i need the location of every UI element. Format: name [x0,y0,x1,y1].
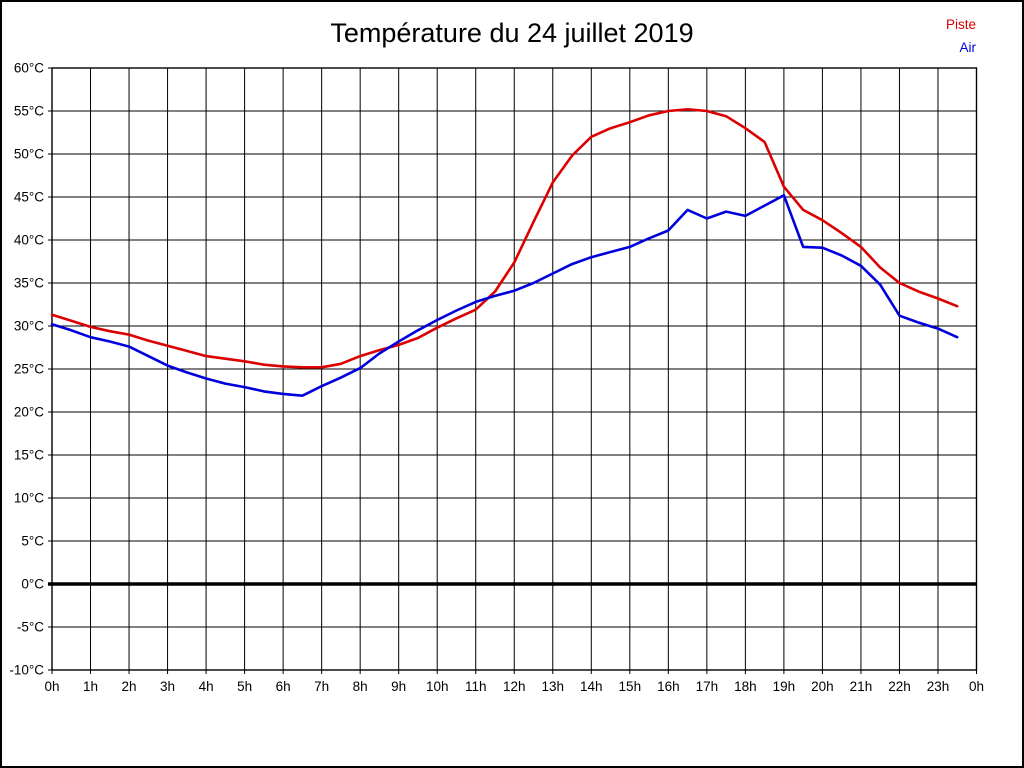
x-tick-label: 0h [969,679,984,694]
x-tick-label: 0h [44,679,59,694]
x-tick-label: 4h [199,679,214,694]
series-line-air [50,194,959,398]
y-tick-label: 5°C [21,534,44,549]
plot-frame [51,67,978,671]
x-tick-label: 17h [696,679,719,694]
x-tick-label: 16h [657,679,680,694]
y-tick-label: 20°C [14,405,44,420]
x-tick-label: 8h [353,679,368,694]
x-tick-label: 3h [160,679,175,694]
x-tick-label: 12h [503,679,526,694]
x-tick-label: 5h [237,679,252,694]
x-tick-label: 1h [83,679,98,694]
legend-item-piste: Piste [945,17,976,32]
x-tick-label: 9h [391,679,406,694]
legend: Piste Air [946,13,976,59]
x-tick-label: 15h [619,679,642,694]
y-tick-label: 30°C [14,319,44,334]
y-tick-label: 55°C [14,104,44,119]
x-tick-label: 18h [734,679,757,694]
series-line-piste [50,108,959,369]
x-tick-label: 7h [314,679,329,694]
x-tick-label: 22h [888,679,911,694]
y-tick-label: 35°C [14,276,44,291]
x-tick-label: 2h [122,679,137,694]
y-tick-label: 10°C [14,491,44,506]
x-tick-label: 13h [542,679,565,694]
x-tick-label: 20h [811,679,834,694]
y-tick-label: 25°C [14,362,44,377]
legend-item-air: Air [959,40,977,55]
y-tick-label: 40°C [14,233,44,248]
x-tick-label: 23h [927,679,950,694]
x-tick-label: 19h [773,679,796,694]
y-tick-label: 60°C [14,61,44,76]
y-tick-label: -10°C [9,663,44,678]
x-tick-label: 11h [465,679,487,694]
y-tick-label: -5°C [17,620,44,635]
x-tick-label: 10h [426,679,449,694]
x-tick-label: 21h [850,679,873,694]
y-tick-label: 45°C [14,190,44,205]
chart-title: Température du 24 juillet 2019 [330,18,694,48]
x-tick-label: 6h [276,679,291,694]
y-tick-label: 50°C [14,147,44,162]
y-tick-label: 15°C [14,448,44,463]
x-tick-label: 14h [580,679,603,694]
y-tick-label: 0°C [21,577,44,592]
